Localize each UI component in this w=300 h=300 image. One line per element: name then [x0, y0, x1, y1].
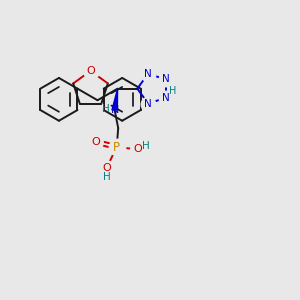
Text: N: N: [144, 99, 152, 109]
Text: O: O: [102, 164, 111, 173]
Text: H: H: [102, 104, 110, 114]
Text: N: N: [144, 69, 152, 79]
Text: N: N: [162, 74, 170, 84]
Text: H: H: [142, 141, 150, 151]
Text: N: N: [111, 105, 120, 115]
Text: H: H: [169, 86, 177, 96]
Text: P: P: [113, 141, 120, 154]
Text: N: N: [162, 93, 170, 103]
Text: O: O: [91, 137, 100, 147]
Text: O: O: [134, 144, 142, 154]
Polygon shape: [112, 88, 118, 110]
Text: H: H: [103, 172, 111, 182]
Text: O: O: [86, 66, 95, 76]
